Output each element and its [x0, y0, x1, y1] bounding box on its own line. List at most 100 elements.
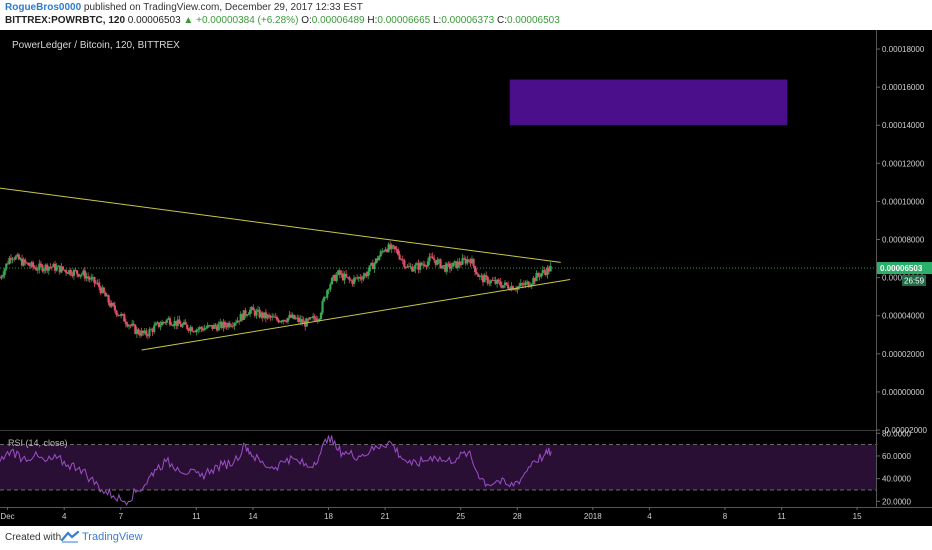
upper-trendline	[0, 187, 561, 263]
close-label: C:	[496, 15, 507, 26]
candle-body	[105, 295, 109, 297]
candle-body	[300, 319, 304, 323]
candle-body	[241, 313, 244, 320]
candle-body	[131, 323, 134, 326]
time-tick-label: 25	[456, 512, 465, 521]
candle-body	[245, 315, 249, 316]
candle-body	[297, 317, 301, 322]
time-tick-label: 7	[119, 512, 124, 521]
chart-area[interactable]: 0.00018000 0.00016000 0.00014000 0.00012000…	[0, 30, 932, 526]
candle-body	[439, 259, 442, 269]
candle-body	[327, 289, 330, 291]
candle-body	[258, 309, 261, 318]
candle-body	[376, 258, 379, 261]
candle-body	[491, 280, 494, 282]
candle-body	[94, 282, 98, 284]
candle-body	[222, 321, 225, 328]
candle-body	[127, 325, 131, 327]
time-tick-label: 11	[192, 512, 201, 521]
candle-body	[448, 263, 452, 269]
candle-body	[379, 251, 382, 257]
open-label: O:	[301, 15, 312, 26]
candle-body	[285, 321, 288, 322]
chart-svg[interactable]: 0.00018000 0.00016000 0.00014000 0.00012000…	[0, 30, 932, 526]
candle-body	[75, 270, 79, 274]
candle-body	[159, 325, 162, 327]
candle-body	[175, 320, 178, 326]
candle-body	[352, 278, 356, 284]
candle-body	[140, 330, 143, 336]
candle-body	[494, 279, 497, 284]
candle-body	[247, 314, 250, 316]
candle-body	[91, 276, 94, 278]
candle-body	[354, 277, 357, 279]
candle-body	[154, 323, 157, 326]
candle-body	[60, 266, 63, 273]
candle-body	[500, 285, 503, 288]
candle-body	[464, 259, 467, 264]
candle-body	[459, 264, 463, 266]
rsi-series-line	[0, 435, 552, 506]
candle-body	[208, 325, 211, 327]
author-link[interactable]: RogueBros0000	[5, 2, 82, 13]
candle-body	[260, 312, 263, 318]
time-tick-label: 28	[513, 512, 522, 521]
candle-body	[99, 287, 102, 294]
candle-body	[230, 325, 233, 327]
candle-body	[525, 281, 529, 283]
candle-body	[395, 248, 398, 250]
candle-body	[179, 323, 183, 327]
candle-body	[507, 284, 510, 289]
candle-body	[483, 275, 486, 283]
candle-body	[461, 258, 464, 265]
candle-body	[9, 258, 13, 260]
chart-header: RogueBros0000 published on TradingView.c…	[0, 0, 932, 30]
candle-body	[69, 269, 72, 275]
time-tick-label: 8	[723, 512, 728, 521]
candle-body	[433, 258, 436, 261]
candle-body	[77, 273, 80, 277]
candle-body	[24, 259, 27, 263]
last-price-badge	[877, 262, 932, 275]
candle-body	[151, 329, 154, 332]
rsi-tick-label: 80.0000	[882, 429, 911, 438]
candle-body	[472, 258, 475, 266]
candle-body	[275, 316, 278, 320]
candle-body	[244, 310, 247, 316]
candle-body	[404, 267, 408, 268]
highlight-rectangle	[509, 79, 788, 126]
candle-body	[521, 283, 524, 285]
candle-body	[20, 258, 24, 266]
candle-body	[343, 273, 346, 281]
candle-body	[33, 266, 36, 268]
candle-body	[436, 259, 439, 265]
candle-body	[173, 320, 176, 326]
candle-body	[165, 319, 168, 323]
high-label: H:	[367, 15, 378, 26]
candle-body	[426, 261, 430, 267]
candle-body	[407, 266, 411, 268]
candle-body	[156, 322, 159, 324]
tradingview-brand[interactable]: TradingView	[82, 531, 143, 543]
candle-body	[42, 269, 46, 272]
time-tick-label: 15	[853, 512, 862, 521]
candle-body	[403, 260, 406, 268]
candle-body	[242, 310, 245, 320]
candle-body	[143, 330, 146, 334]
candle-body	[49, 266, 52, 268]
candle-body	[101, 287, 104, 294]
main-chart-title: PowerLedger / Bitcoin, 120, BITTREX	[12, 40, 180, 51]
candle-body	[126, 323, 129, 327]
candle-body	[362, 276, 365, 280]
candle-body	[414, 264, 417, 270]
candle-body	[182, 322, 186, 325]
candle-body	[219, 321, 222, 325]
candle-body	[278, 321, 282, 323]
candle-body	[104, 292, 107, 297]
candle-body	[348, 277, 351, 280]
candle-body	[267, 314, 271, 316]
candle-body	[425, 266, 428, 267]
candle-body	[481, 275, 485, 283]
candle-body	[90, 277, 93, 280]
candle-body	[338, 270, 341, 275]
